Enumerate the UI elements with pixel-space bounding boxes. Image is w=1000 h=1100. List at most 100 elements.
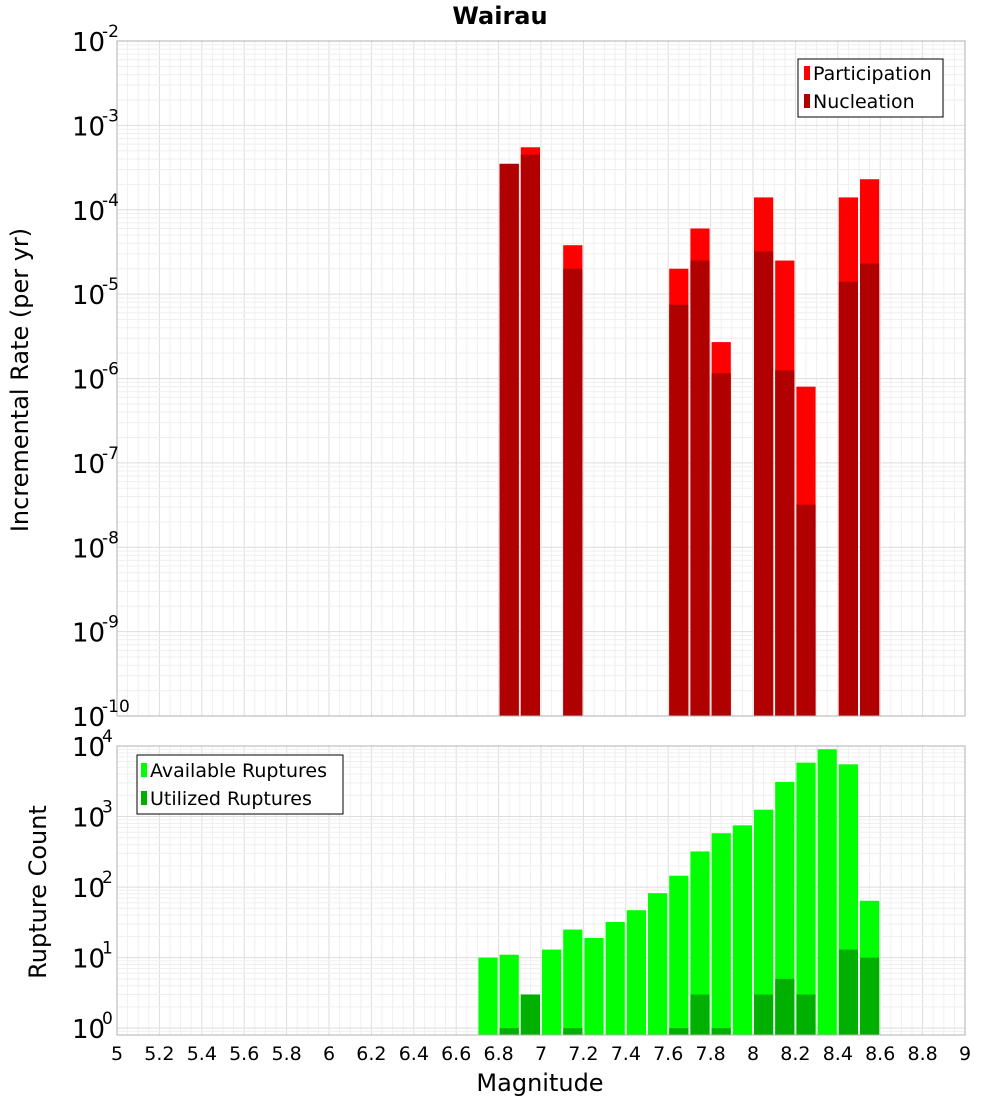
- x-tick-label: 8.6: [865, 1043, 895, 1065]
- bar-available-ruptures: [817, 749, 837, 1035]
- x-tick-label: 7.2: [568, 1043, 598, 1065]
- rate-legend: Participation Nucleation: [797, 58, 944, 118]
- legend-swatch-participation: [804, 66, 810, 80]
- bar-utilized-ruptures: [796, 994, 816, 1035]
- x-tick-label: 6.6: [441, 1043, 471, 1065]
- bar-available-ruptures: [690, 851, 710, 1035]
- y-tick-exponent: -7: [102, 444, 119, 464]
- y-tick-label: 10: [72, 281, 105, 311]
- bar-utilized-ruptures: [669, 1028, 689, 1035]
- x-tick-label: 8.4: [823, 1043, 853, 1065]
- y-tick-label: 10: [72, 534, 105, 564]
- bar-available-ruptures: [648, 893, 668, 1035]
- x-tick-label: 5.2: [144, 1043, 174, 1065]
- y-tick-label: 10: [72, 197, 105, 227]
- x-tick-label: 8.2: [780, 1043, 810, 1065]
- x-tick-label: 8: [747, 1043, 759, 1065]
- y-tick-exponent: -2: [102, 22, 119, 42]
- y-tick-label: 10: [72, 112, 105, 142]
- bar-utilized-ruptures: [520, 994, 540, 1035]
- bar-utilized-ruptures: [838, 949, 858, 1035]
- bar-available-ruptures: [669, 875, 689, 1035]
- y-tick-exponent: -3: [102, 106, 119, 126]
- y-tick-exponent: -4: [102, 191, 119, 211]
- legend-label-participation: Participation: [813, 63, 932, 85]
- bar-nucleation: [563, 268, 583, 716]
- x-tick-label: 6.4: [399, 1043, 429, 1065]
- bar-available-ruptures: [563, 929, 583, 1035]
- x-tick-label: 5.8: [271, 1043, 301, 1065]
- y-tick-label: 10: [72, 366, 105, 396]
- bar-utilized-ruptures: [860, 957, 880, 1035]
- x-axis-label: Magnitude: [476, 1069, 603, 1097]
- y-tick-label: 10: [72, 874, 105, 904]
- count-legend: Available Ruptures Utilized Ruptures: [136, 754, 344, 815]
- y-tick-label: 10: [72, 804, 105, 834]
- y-tick-label: 10: [72, 619, 105, 649]
- rate-plot-border: [116, 40, 966, 717]
- x-tick-label: 5.4: [187, 1043, 217, 1065]
- bar-available-ruptures: [754, 809, 774, 1035]
- legend-swatch-available: [141, 763, 147, 777]
- bar-available-ruptures: [775, 781, 795, 1035]
- bar-nucleation: [669, 304, 689, 716]
- count-legend-box: [136, 754, 344, 815]
- x-tick-label: 5.6: [229, 1043, 259, 1065]
- bar-nucleation: [520, 154, 540, 716]
- count-x-ticks: 5 5.2 5.4 5.6 5.8 6 6.2 6.4 6.6 6.8 7 7.2 7.4 7.6 7.8 8…: [111, 1043, 971, 1065]
- bar-available-ruptures: [478, 957, 498, 1035]
- legend-swatch-utilized: [141, 791, 147, 805]
- x-tick-label: 6: [323, 1043, 335, 1065]
- x-tick-label: 8.8: [907, 1043, 937, 1065]
- x-tick-label: 6.2: [356, 1043, 386, 1065]
- y-tick-exponent: 3: [102, 798, 113, 818]
- bar-utilized-ruptures: [690, 994, 710, 1035]
- rate-y-axis-label: Incremental Rate (per yr): [6, 228, 34, 532]
- bar-available-ruptures: [626, 910, 646, 1035]
- y-tick-exponent: -10: [102, 697, 130, 717]
- y-tick-exponent: 0: [102, 1009, 113, 1029]
- count-y-axis-label: Rupture Count: [24, 805, 52, 979]
- legend-swatch-nucleation: [804, 94, 810, 108]
- bar-available-ruptures: [732, 825, 752, 1035]
- bar-utilized-ruptures: [754, 994, 774, 1035]
- bar-nucleation: [796, 504, 816, 716]
- x-tick-label: 7.4: [611, 1043, 641, 1065]
- y-tick-label: 10: [72, 733, 105, 763]
- bar-available-ruptures: [542, 949, 562, 1035]
- y-tick-label: 10: [72, 945, 105, 975]
- bar-nucleation: [838, 281, 858, 716]
- bar-available-ruptures: [605, 921, 625, 1035]
- bar-utilized-ruptures: [711, 1028, 731, 1035]
- y-tick-exponent: -5: [102, 275, 119, 295]
- x-tick-label: 7.6: [653, 1043, 683, 1065]
- bar-available-ruptures: [499, 954, 519, 1035]
- y-tick-label: 10: [72, 1015, 105, 1045]
- bar-nucleation: [754, 251, 774, 716]
- rate-grid: [116, 40, 966, 717]
- legend-label-nucleation: Nucleation: [813, 91, 915, 113]
- bar-utilized-ruptures: [775, 978, 795, 1035]
- bar-nucleation: [860, 263, 880, 716]
- y-tick-exponent: 4: [102, 727, 113, 747]
- y-tick-exponent: -9: [102, 613, 119, 633]
- rate-legend-box: [797, 58, 944, 118]
- x-tick-label: 7.8: [695, 1043, 725, 1065]
- bar-nucleation: [690, 260, 710, 716]
- bar-utilized-ruptures: [499, 1028, 519, 1035]
- bar-available-ruptures: [584, 937, 604, 1035]
- x-tick-label: 6.8: [483, 1043, 513, 1065]
- chart-title: Wairau: [452, 2, 547, 30]
- x-tick-label: 7: [535, 1043, 547, 1065]
- x-tick-label: 5: [111, 1043, 123, 1065]
- x-tick-label: 9: [959, 1043, 971, 1065]
- y-tick-exponent: -8: [102, 528, 119, 548]
- y-tick-exponent: 2: [102, 868, 113, 888]
- bar-nucleation: [711, 373, 731, 716]
- rate-bars: [499, 147, 880, 717]
- y-tick-exponent: 1: [102, 939, 113, 959]
